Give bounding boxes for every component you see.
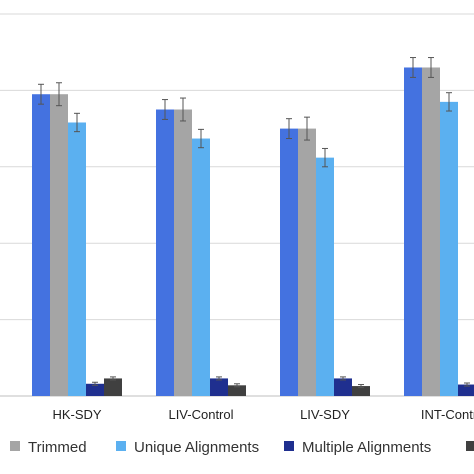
- bar: [404, 67, 422, 396]
- x-axis-labels: HK-SDY LIV-Control LIV-SDY INT-Contr: [52, 407, 474, 422]
- bar: [228, 385, 246, 396]
- error-bar: [464, 382, 470, 387]
- bar: [192, 138, 210, 397]
- error-bar: [198, 128, 204, 149]
- bar: [210, 378, 228, 396]
- error-bar: [56, 82, 62, 107]
- error-bar: [92, 381, 98, 386]
- error-bar: [410, 57, 416, 78]
- bar: [440, 101, 458, 397]
- legend-label: Unique Alignments: [134, 439, 259, 456]
- bar: [316, 157, 334, 396]
- legend-item: [466, 441, 474, 451]
- bar: [68, 122, 86, 396]
- bar: [352, 386, 370, 396]
- legend-swatch: [284, 441, 294, 451]
- bar: [156, 109, 174, 396]
- legend-item: Unique Alignments: [116, 439, 259, 456]
- error-bar: [180, 97, 186, 122]
- legend-swatch: [116, 441, 126, 451]
- legend-swatch: [466, 441, 474, 451]
- error-bar: [74, 112, 80, 133]
- error-bar: [358, 384, 364, 389]
- error-bar: [428, 57, 434, 78]
- bar: [422, 67, 440, 396]
- error-bar: [110, 376, 116, 381]
- x-tick-label: LIV-Control: [168, 407, 233, 422]
- legend-swatch: [10, 441, 20, 451]
- error-bar: [234, 383, 240, 388]
- legend-label: Trimmed: [28, 439, 87, 456]
- error-bar: [340, 376, 346, 381]
- bar: [298, 128, 316, 396]
- legend: Trimmed Unique Alignments Multiple Alignme…: [10, 439, 474, 456]
- legend-label: Multiple Alignments: [302, 439, 431, 456]
- error-bar: [38, 83, 44, 105]
- error-bars: [38, 57, 470, 389]
- legend-item: Multiple Alignments: [284, 439, 431, 456]
- x-tick-label: INT-Contr: [421, 407, 474, 422]
- bar: [104, 378, 122, 396]
- bar: [174, 109, 192, 396]
- error-bar: [322, 147, 328, 168]
- bar: [458, 384, 474, 396]
- error-bar: [286, 118, 292, 140]
- legend-item: Trimmed: [10, 439, 87, 456]
- error-bar: [446, 92, 452, 112]
- error-bar: [304, 116, 310, 141]
- bars: [32, 67, 474, 397]
- bar: [86, 383, 104, 396]
- x-tick-label: LIV-SDY: [300, 407, 350, 422]
- bar: [32, 94, 50, 396]
- bar: [334, 378, 352, 396]
- bar: [280, 128, 298, 396]
- x-tick-label: HK-SDY: [52, 407, 101, 422]
- bar: [50, 94, 68, 396]
- error-bar: [216, 376, 222, 381]
- error-bar: [162, 99, 168, 120]
